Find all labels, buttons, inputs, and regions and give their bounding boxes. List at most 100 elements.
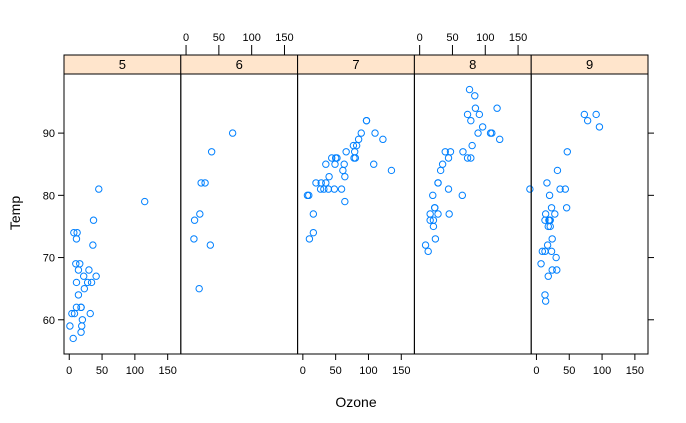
data-point xyxy=(197,179,205,187)
data-point xyxy=(354,135,363,144)
data-point xyxy=(66,322,74,330)
data-point xyxy=(341,197,349,206)
x-tick-label: 100 xyxy=(476,32,494,44)
data-point xyxy=(337,185,346,193)
data-point xyxy=(474,129,482,137)
data-point xyxy=(463,110,472,119)
strip-label: 5 xyxy=(119,57,126,72)
data-point xyxy=(592,110,600,119)
data-point xyxy=(70,228,78,237)
data-point xyxy=(463,154,472,162)
data-point xyxy=(545,216,553,224)
data-point xyxy=(434,210,442,218)
x-tick-label: 150 xyxy=(275,32,293,44)
x-tick-label: 0 xyxy=(417,32,423,44)
data-point xyxy=(426,210,434,218)
data-point xyxy=(328,154,336,162)
data-point xyxy=(322,160,330,168)
data-point xyxy=(350,148,359,156)
data-point xyxy=(195,284,203,293)
data-point xyxy=(541,297,550,305)
data-point xyxy=(543,179,551,187)
data-point xyxy=(488,129,496,137)
panel-7: 7 0 50 100 150 xyxy=(297,54,415,377)
x-tick-label: 150 xyxy=(158,365,176,377)
data-point xyxy=(371,129,379,137)
data-point xyxy=(429,222,438,231)
x-tick-label: 0 xyxy=(300,365,306,377)
data-point xyxy=(74,291,83,299)
x-axis-title: Ozone xyxy=(335,394,376,410)
x-tick-label: 100 xyxy=(242,32,260,44)
panel-frame xyxy=(63,73,182,355)
data-point xyxy=(95,185,103,193)
data-point xyxy=(387,166,396,175)
strip-label: 6 xyxy=(236,57,243,72)
x-tick-label: 50 xyxy=(563,365,575,377)
data-point xyxy=(72,235,81,243)
data-point xyxy=(331,160,339,168)
data-point xyxy=(583,116,592,125)
data-point xyxy=(552,253,560,262)
data-point xyxy=(556,185,564,193)
data-point xyxy=(77,328,85,336)
data-point xyxy=(207,148,216,156)
data-point xyxy=(77,303,85,312)
x-tick-label: 50 xyxy=(96,365,108,377)
data-point xyxy=(580,110,589,119)
x-tick-label: 150 xyxy=(392,365,410,377)
data-point xyxy=(350,154,358,162)
data-point xyxy=(309,228,318,237)
data-point xyxy=(541,210,550,218)
data-point xyxy=(444,154,453,162)
data-point xyxy=(475,110,484,119)
data-point xyxy=(89,241,97,249)
data-point xyxy=(92,272,100,280)
data-point xyxy=(471,92,479,100)
strip-label: 7 xyxy=(352,57,359,72)
data-point xyxy=(478,123,487,131)
data-point xyxy=(424,247,432,256)
data-point xyxy=(537,260,545,268)
data-point xyxy=(89,216,98,224)
x-tick-label: 50 xyxy=(446,32,458,44)
data-point xyxy=(467,154,475,162)
data-point xyxy=(458,191,467,200)
panel-5: 50 50 100 150 xyxy=(63,54,182,377)
data-point xyxy=(325,172,333,181)
x-tick-label: 0 xyxy=(533,365,539,377)
data-point xyxy=(305,191,313,200)
data-point xyxy=(446,148,455,156)
data-point xyxy=(331,154,340,162)
data-point xyxy=(370,160,378,168)
data-point xyxy=(141,197,149,206)
data-point xyxy=(431,204,439,212)
data-point xyxy=(438,160,447,168)
data-point xyxy=(196,210,204,218)
data-point xyxy=(431,235,440,243)
data-point xyxy=(553,166,562,175)
data-point xyxy=(441,148,449,156)
data-point xyxy=(545,191,554,200)
panel-frame xyxy=(297,73,415,355)
data-point xyxy=(548,235,556,243)
panel-8: 8 0 50 100 150 xyxy=(413,32,534,355)
data-point xyxy=(562,204,571,212)
x-tick-label: 100 xyxy=(359,365,377,377)
data-point xyxy=(74,266,83,274)
data-point xyxy=(324,185,333,193)
strip-label: 9 xyxy=(586,57,593,72)
data-point xyxy=(357,129,365,137)
data-point xyxy=(87,278,96,287)
panel-frame xyxy=(413,73,532,355)
data-point xyxy=(317,179,325,187)
data-point xyxy=(595,123,604,131)
data-point xyxy=(352,141,361,150)
data-point xyxy=(544,272,552,280)
data-point xyxy=(526,185,534,193)
data-point xyxy=(79,272,88,280)
data-point xyxy=(309,210,318,218)
data-point xyxy=(362,116,371,125)
data-point xyxy=(379,135,387,144)
data-point xyxy=(496,135,504,144)
